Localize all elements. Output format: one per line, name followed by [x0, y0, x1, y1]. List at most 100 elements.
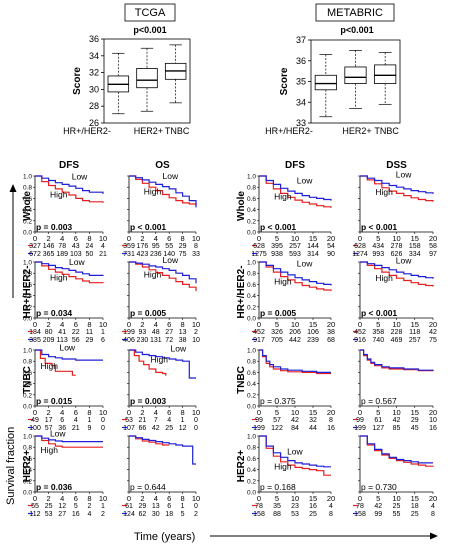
- category-label: HER2+: [342, 126, 371, 136]
- km-y-tick-label: 0.2: [23, 304, 32, 311]
- km-curve-low: [129, 175, 197, 208]
- km-x-tick-label: 15: [411, 494, 419, 503]
- risk-high-value: 13: [179, 329, 187, 336]
- risk-high-value: 95: [152, 243, 160, 250]
- risk-high-value: 16: [309, 503, 317, 510]
- risk-high-value: 49: [31, 417, 39, 424]
- km-y-tick-label: 0.4: [247, 293, 256, 300]
- y-tick-label: 26: [89, 118, 99, 128]
- km-x-tick-label: 5: [376, 320, 380, 329]
- risk-low-value: 21: [99, 251, 107, 258]
- risk-low-value: 442: [289, 337, 301, 344]
- plot-frame: [103, 38, 191, 124]
- km-x-tick-label: 15: [309, 408, 317, 417]
- row-labels: Whole Whole HR+/HER2- HR+/HER2- TNBC TNBC HER2…: [22, 191, 247, 483]
- box-HR+/HER2-: [107, 52, 130, 115]
- km-y-tick-label: 0.6: [247, 370, 256, 377]
- risk-low-value: 0: [194, 425, 198, 432]
- km-x-tick-label: 10: [99, 494, 107, 503]
- km-x-tick-label: 2: [140, 408, 144, 417]
- km-pvalue: p = 0.168: [260, 482, 296, 492]
- km-x-tick-label: 10: [291, 320, 299, 329]
- risk-high-value: 2: [194, 329, 198, 336]
- risk-high-value: 452: [253, 329, 265, 336]
- risk-high-value: 359: [123, 243, 135, 250]
- x-axis-arrowhead: [430, 532, 438, 540]
- risk-high-value: 18: [411, 503, 419, 510]
- risk-low-value: 44: [309, 425, 317, 432]
- km-x-tick-label: 4: [60, 234, 64, 243]
- risk-high-value: 42: [291, 417, 299, 424]
- risk-high-value: 1: [181, 417, 185, 424]
- km-x-tick-label: 10: [192, 408, 200, 417]
- km-x-tick-label: 2: [47, 494, 51, 503]
- km-x-tick-label: 10: [392, 320, 400, 329]
- risk-low-value: 66: [139, 425, 147, 432]
- risk-low-value: 314: [307, 251, 319, 258]
- y-tick-label: 34: [296, 97, 306, 107]
- km-x-tick-label: 20: [429, 320, 437, 329]
- km-x-tick-label: 4: [154, 320, 158, 329]
- km-x-tick-label: 20: [429, 494, 437, 503]
- km-y-tick-label: 0.4: [23, 381, 32, 388]
- km-y-tick-label: 0.4: [247, 207, 256, 214]
- km-label-low: Low: [69, 257, 85, 267]
- km-x-tick-label: 0: [127, 320, 131, 329]
- risk-low-value: 25: [309, 511, 317, 518]
- category-label: HR+/HER2-: [63, 126, 111, 136]
- km-x-tick-label: 15: [309, 494, 317, 503]
- risk-low-value: 705: [271, 337, 283, 344]
- risk-low-value: 9: [87, 425, 91, 432]
- risk-low-value: 33: [192, 251, 200, 258]
- risk-low-value: 916: [354, 337, 366, 344]
- risk-high-value: 43: [72, 243, 80, 250]
- risk-low-value: 113: [57, 337, 68, 344]
- km-y-tick-label: 0.2: [247, 478, 256, 485]
- risk-low-value: 36: [58, 425, 66, 432]
- km-label-low: Low: [171, 344, 187, 354]
- km-x-tick-label: 0: [257, 234, 261, 243]
- km-label-high: High: [144, 186, 162, 196]
- km-label-low: Low: [50, 429, 66, 439]
- risk-low-value: 740: [372, 337, 384, 344]
- km-y-tick-label: 0.2: [247, 218, 256, 225]
- km-x-tick-label: 0: [358, 234, 362, 243]
- km-curve-high: [35, 435, 103, 448]
- km-x-tick-label: 4: [154, 234, 158, 243]
- risk-low-value: 0: [101, 425, 105, 432]
- row-label: HER2+: [236, 450, 247, 483]
- y-tick-label: 36: [296, 56, 306, 66]
- risk-low-value: 12: [179, 425, 187, 432]
- km-y-tick-label: 0.0: [247, 404, 256, 411]
- risk-low-value: 38: [179, 337, 187, 344]
- km-y-tick-label: 1.0: [23, 174, 32, 181]
- km-pvalue: p < 0.001: [361, 308, 397, 318]
- y-tick-label: 28: [89, 101, 99, 111]
- km-curve-high: [360, 261, 434, 287]
- risk-low-value: 158: [253, 511, 265, 518]
- risk-low-value: 385: [29, 337, 41, 344]
- risk-low-value: 6: [101, 337, 105, 344]
- km-y-tick-label: 0.6: [23, 370, 32, 377]
- km-x-tick-label: 5: [376, 234, 380, 243]
- km-curve-low: [129, 349, 196, 379]
- km-x-tick-label: 2: [47, 234, 51, 243]
- risk-high-value: 57: [273, 417, 281, 424]
- risk-high-value: 6: [167, 503, 171, 510]
- km-pvalue: p = 0.567: [361, 396, 397, 406]
- km-curve-low: [35, 349, 103, 361]
- km-x-tick-label: 0: [358, 494, 362, 503]
- risk-low-value: 16: [327, 425, 335, 432]
- risk-low-value: 4: [87, 511, 91, 518]
- km-curve-high: [35, 175, 104, 203]
- km-x-tick-label: 0: [33, 494, 37, 503]
- km-pvalue: p = 0.034: [36, 308, 72, 318]
- km-x-tick-label: 4: [60, 408, 64, 417]
- km-x-tick-label: 0: [257, 494, 261, 503]
- km-x-tick-label: 5: [376, 494, 380, 503]
- km-x-tick-label: 0: [33, 234, 37, 243]
- risk-high-value: 1: [101, 329, 105, 336]
